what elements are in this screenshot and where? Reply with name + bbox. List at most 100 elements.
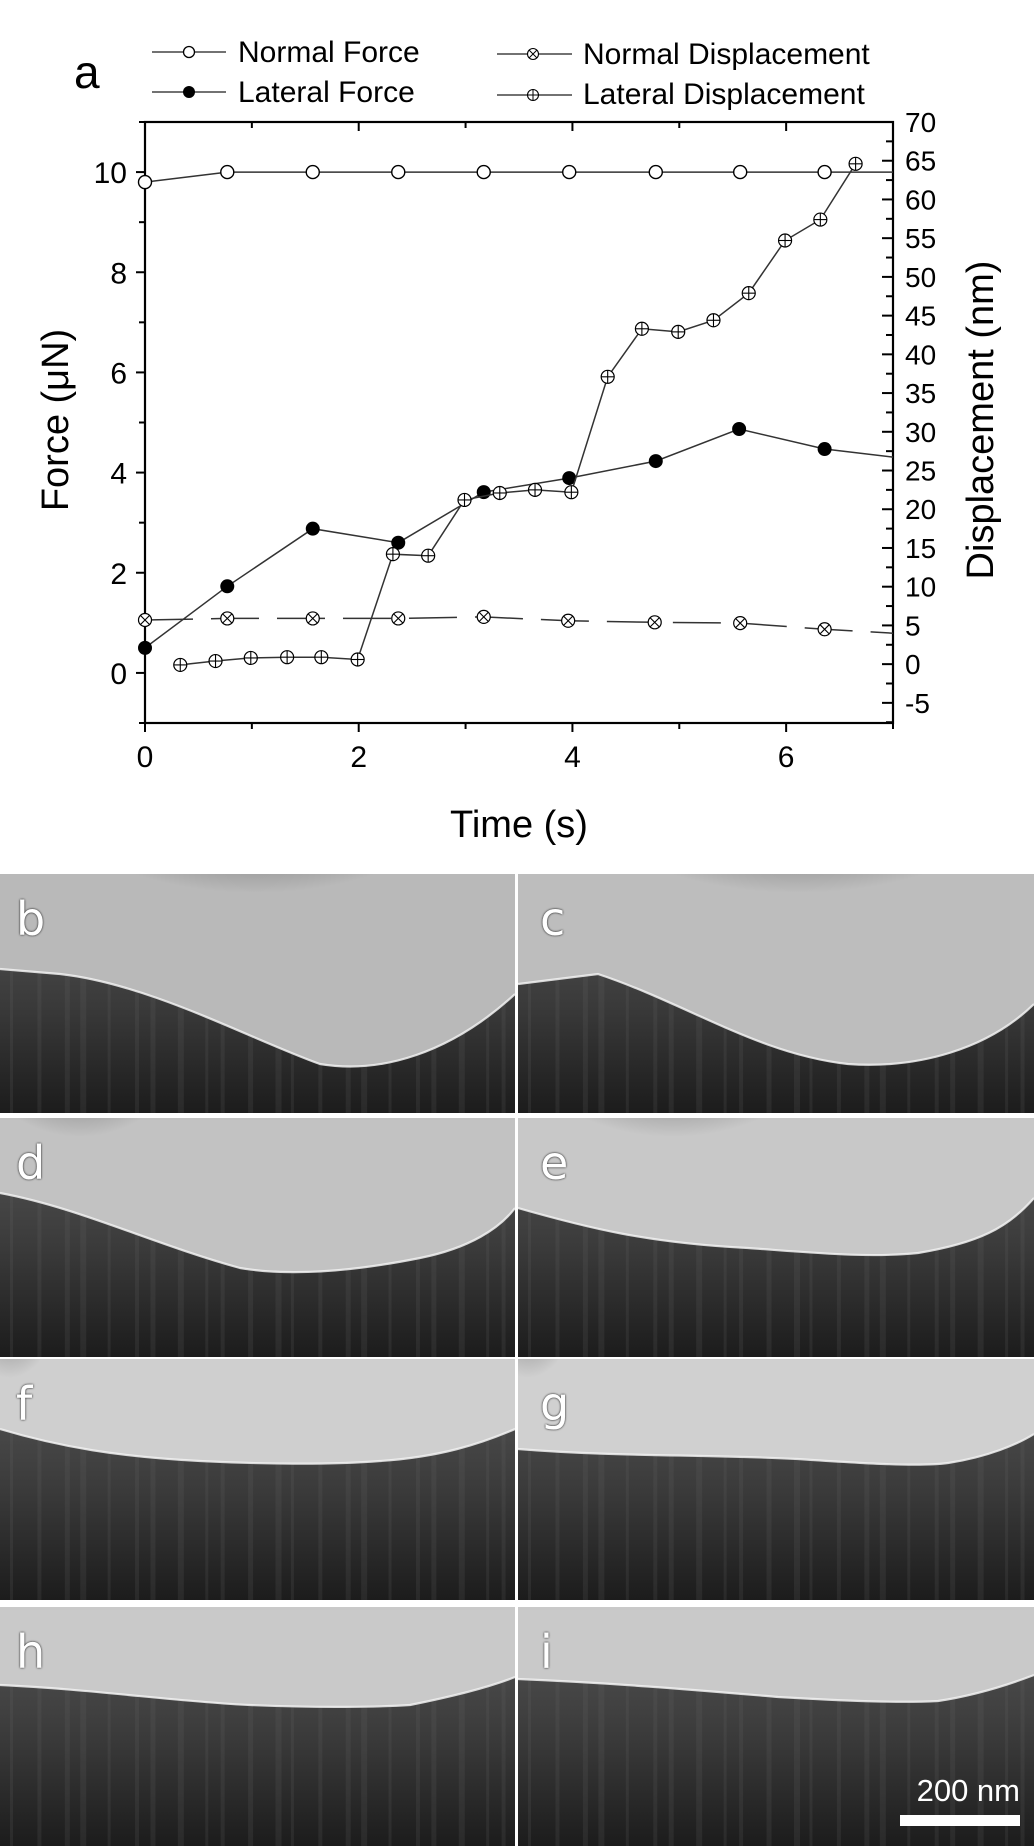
panel-label: f [16, 1377, 33, 1431]
circle-plus-icon [421, 548, 436, 563]
panel-a-label: a [74, 46, 100, 98]
tem-micrograph [518, 1359, 1034, 1600]
tem-panel-f: f [0, 1359, 515, 1600]
y2-tick-label: 10 [905, 572, 936, 603]
filled-circle-icon [183, 86, 195, 98]
legend-label: Normal Displacement [583, 38, 870, 71]
left-axis: 0 2 4 6 8 10 [94, 121, 145, 724]
y2-tick-label: 55 [905, 223, 936, 254]
legend-lateral-force: Lateral Force [152, 76, 415, 109]
tem-panel-i: i 200 nm [518, 1607, 1034, 1846]
tem-micrograph [0, 1359, 515, 1600]
circle-x-icon [647, 615, 662, 630]
y2-tick-label: 65 [905, 146, 936, 177]
filled-circle-icon [648, 454, 663, 469]
circle-plus-icon [671, 324, 686, 339]
legend-label: Lateral Displacement [583, 78, 865, 111]
filled-circle-icon [305, 521, 320, 536]
y-tick-label: 6 [110, 357, 127, 390]
x-axis-title: Time (s) [450, 804, 588, 846]
series-normal-displacement [137, 609, 894, 637]
panel-label: h [16, 1625, 46, 1679]
y2-tick-label: 40 [905, 339, 936, 370]
y2-tick-label: 70 [905, 107, 936, 138]
y2-tick-label: 60 [905, 184, 936, 215]
open-circle-icon [817, 164, 832, 180]
plot-frame [143, 120, 895, 725]
x-axis: 0 2 4 6 [137, 122, 894, 774]
y2-tick-label: 45 [905, 301, 936, 332]
filled-circle-icon [391, 535, 406, 550]
circle-plus-icon [208, 653, 223, 669]
y2-tick-label: 5 [905, 610, 921, 641]
y-tick-label: 2 [110, 558, 127, 591]
circle-plus-icon [173, 657, 188, 673]
y2-tick-label: -5 [905, 688, 930, 719]
y2-tick-label: 0 [905, 649, 921, 680]
series-normal-force [137, 164, 893, 190]
tem-micrograph [0, 874, 515, 1113]
circle-plus-icon [741, 286, 756, 301]
circle-plus-icon [350, 652, 365, 667]
y-tick-label: 8 [110, 257, 127, 290]
circle-plus-icon [314, 650, 329, 665]
series-lateral-displacement [173, 156, 863, 673]
y-tick-label: 0 [110, 658, 127, 691]
panel-label: e [540, 1136, 569, 1190]
scale-bar-line [900, 1815, 1020, 1826]
panel-label: c [540, 892, 566, 946]
y2-tick-label: 35 [905, 378, 936, 409]
legend-normal-displacement: Normal Displacement [497, 38, 870, 71]
circle-plus-icon [492, 485, 507, 501]
circle-x-icon [220, 611, 235, 626]
circle-plus-icon [243, 650, 258, 666]
tem-panel-d: d [0, 1118, 515, 1357]
circle-plus-icon [634, 321, 649, 336]
tem-micrograph [0, 1607, 515, 1846]
circle-plus-icon [564, 485, 579, 500]
circle-plus-icon [777, 233, 793, 248]
open-circle-icon [305, 164, 320, 180]
circle-x-icon [391, 611, 406, 626]
circle-x-icon [526, 47, 540, 61]
circle-x-icon [561, 613, 576, 628]
circle-plus-icon [848, 156, 863, 171]
y2-axis-title: Displacement (nm) [960, 261, 1002, 580]
scale-bar: 200 nm [900, 1775, 1020, 1826]
circle-x-icon [137, 612, 153, 628]
legend-label: Normal Force [238, 36, 420, 69]
legend-label: Lateral Force [238, 76, 415, 109]
circle-plus-icon [706, 313, 721, 328]
open-circle-icon [732, 164, 748, 180]
data-series [137, 156, 894, 673]
y-tick-label: 4 [110, 458, 127, 491]
circle-plus-icon [280, 650, 295, 665]
circle-x-icon [817, 622, 832, 637]
circle-x-icon [305, 611, 320, 626]
open-circle-icon [562, 164, 577, 180]
open-circle-icon [476, 164, 491, 180]
x-tick-label: 2 [350, 741, 367, 774]
circle-x-icon [476, 609, 491, 624]
panel-label: b [16, 892, 46, 946]
tem-micrograph [518, 1118, 1034, 1357]
open-circle-icon [220, 164, 235, 180]
y2-tick-label: 20 [905, 494, 936, 525]
tem-micrograph [518, 874, 1034, 1113]
open-circle-icon [391, 164, 406, 180]
force-displacement-chart: a Normal Force Lateral Force Normal Disp… [35, 36, 1002, 846]
open-circle-icon [648, 164, 663, 180]
x-tick-label: 4 [564, 741, 581, 774]
tem-micrograph [518, 1607, 1034, 1846]
tem-micrograph [0, 1118, 515, 1357]
x-tick-label: 6 [778, 741, 795, 774]
circle-plus-icon [527, 482, 543, 497]
circle-plus-icon [385, 547, 401, 562]
circle-plus-icon [813, 212, 828, 227]
panel-label: g [540, 1377, 570, 1431]
filled-circle-icon [817, 442, 832, 457]
panel-label: d [16, 1136, 46, 1190]
y2-tick-label: 30 [905, 417, 936, 448]
circle-x-icon [733, 615, 748, 631]
